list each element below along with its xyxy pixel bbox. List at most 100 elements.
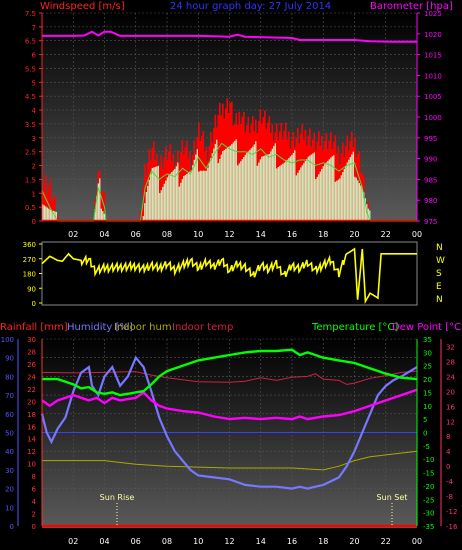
rain-ytick-label: 16: [27, 423, 36, 431]
wind-gust-bar: [294, 150, 296, 221]
wind-gust-bar: [343, 168, 345, 221]
barometer-series: [42, 30, 417, 43]
wind-gust-bar: [244, 154, 246, 221]
wind-gust-bar: [46, 207, 48, 221]
indoor-ytick-label: -4: [446, 478, 454, 486]
wind-gust-bar: [231, 144, 233, 221]
wind-ytick-label: 1.5: [25, 176, 36, 184]
wind-gust-bar: [259, 159, 261, 221]
dir-compass-label: N: [436, 295, 443, 305]
wind-gust-bar: [300, 167, 302, 221]
wind-gust-bar: [307, 156, 309, 221]
temp-ytick-label: 0: [423, 430, 427, 438]
wind-avg-bar: [57, 214, 59, 221]
wind-xtick-label: 10: [193, 230, 203, 239]
wind-ytick-label: 2.5: [25, 149, 36, 157]
wind-ytick-label: 6: [32, 52, 37, 60]
wind-avg-bar: [46, 193, 49, 221]
wind-gust-bar: [301, 165, 303, 221]
wind-gust-bar: [342, 172, 344, 221]
wind-ytick-label: 7: [32, 24, 36, 32]
wind-gust-bar: [291, 154, 293, 221]
wind-gust-bar: [241, 159, 243, 221]
wind-gust-bar: [295, 175, 297, 221]
wind-gust-bar: [318, 174, 320, 221]
wind-gust-bar: [264, 155, 266, 221]
wind-gust-bar: [288, 158, 290, 221]
wind-gust-bar: [174, 168, 176, 221]
bottom-xtick-label: 12: [224, 537, 234, 546]
wind-gust-bar: [282, 163, 284, 221]
wind-gust-bar: [217, 163, 219, 221]
wind-xtick-label: 16: [287, 230, 297, 239]
rain-ytick-label: 4: [32, 498, 37, 506]
baro-ytick-label: 980: [424, 197, 437, 205]
humidity-ytick-label: 40: [5, 448, 14, 456]
wind-gust-bar: [270, 151, 272, 221]
label-indoor-temp: Indoor temp: [172, 322, 233, 333]
wind-gust-bar: [238, 163, 240, 221]
header-windspeed-label: Windspeed [m/s]: [40, 1, 125, 12]
wind-xtick-label: 02: [68, 230, 78, 239]
baro-ytick-label: 975: [424, 218, 437, 226]
wind-gust-bar: [250, 148, 252, 221]
wind-gust-bar: [268, 153, 270, 221]
humidity-ytick-label: 60: [5, 411, 14, 419]
dir-compass-label: W: [436, 256, 445, 266]
wind-gust-bar: [279, 165, 281, 221]
baro-ytick-label: 995: [424, 135, 437, 143]
wind-gust-bar: [324, 164, 326, 221]
humidity-ytick-label: 30: [5, 467, 14, 475]
wind-gust-bar: [360, 185, 362, 221]
wind-gust-bar: [267, 154, 269, 221]
wind-gust-bar: [223, 149, 225, 221]
wind-gust-bar: [345, 165, 347, 221]
wind-gust-bar: [304, 161, 306, 221]
wind-gust-bar: [313, 152, 315, 221]
bottom-series: Sun Rise Sun Set: [40, 348, 418, 528]
wind-avg-bar: [48, 186, 50, 221]
indoor-ytick-label: 12: [446, 418, 455, 426]
humidity-ytick-label: 20: [5, 486, 14, 494]
wind-gust-bar: [52, 210, 54, 221]
temp-ytick-label: -15: [423, 470, 434, 478]
rain-ytick-label: 14: [27, 436, 36, 444]
sun-set-label: Sun Set: [377, 493, 408, 502]
wind-gust-bar: [249, 149, 251, 221]
temp-ytick-label: 10: [423, 403, 432, 411]
wind-gust-bar: [297, 172, 299, 221]
wind-gust-bar: [145, 192, 147, 221]
wind-gust-bar: [42, 204, 44, 221]
rain-ytick-label: 18: [27, 411, 36, 419]
wind-gust-bar: [276, 168, 278, 221]
rain-ytick-label: 0: [32, 523, 36, 531]
wind-gust-bar: [285, 161, 287, 221]
wind-gust-bar: [229, 145, 231, 221]
wind-gust-bar: [351, 154, 353, 221]
rain-ytick-label: 28: [27, 348, 36, 356]
wind-gust-bar: [357, 180, 359, 221]
wind-gust-bar: [289, 156, 291, 221]
wind-gust-bar: [336, 180, 338, 221]
temp-ytick-label: 35: [423, 336, 432, 344]
wind-gust-bar: [205, 170, 207, 221]
wind-avg-bar: [139, 210, 142, 221]
wind-ytick-label: 5.5: [25, 65, 36, 73]
wind-gust-bar: [151, 168, 153, 221]
wind-gust-bar: [319, 171, 321, 221]
dir-ytick-label: 270: [23, 256, 36, 264]
dew-point-line: [41, 388, 418, 421]
dir-compass-label: E: [436, 282, 442, 292]
temp-ytick-label: 5: [423, 416, 427, 424]
wind-xtick-label: 14: [256, 230, 266, 239]
indoor-temp-line: [41, 370, 418, 385]
wind-xtick-label: 06: [131, 230, 141, 239]
rain-ytick-label: 26: [27, 361, 36, 369]
bottom-xtick-label: 16: [287, 537, 297, 546]
wind-gust-bar: [184, 174, 186, 221]
bottom-xtick-label: 04: [99, 537, 109, 546]
wind-gust-bar: [261, 156, 263, 221]
wind-gust-bar: [298, 170, 300, 221]
humidity-ytick-label: 90: [5, 355, 14, 363]
wind-gust-bar: [322, 166, 324, 221]
